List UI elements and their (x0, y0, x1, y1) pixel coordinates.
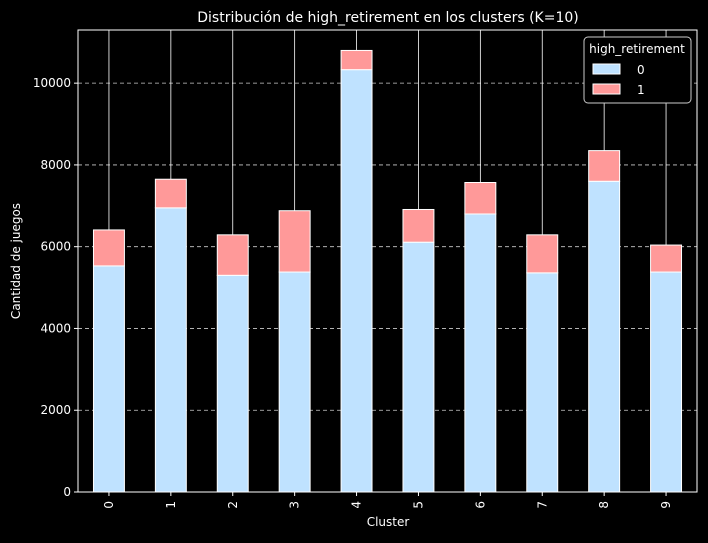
y-axis: 0 2000 4000 6000 8000 10000 (33, 76, 78, 499)
x-tick-label: 5 (411, 501, 425, 509)
legend-swatch-1 (592, 83, 621, 95)
bars-layer (92, 49, 683, 493)
legend-label-0: 0 (637, 63, 645, 77)
x-tick-label: 9 (659, 501, 673, 509)
bar-cluster-0-series-1 (92, 229, 125, 267)
bar-cluster-0-series-0 (92, 265, 125, 493)
bar-cluster-6-series-0 (464, 213, 497, 493)
x-tick-label: 8 (597, 501, 611, 509)
bar-cluster-4-series-0 (340, 69, 373, 493)
y-tick-label: 8000 (40, 158, 71, 172)
x-axis: 0 1 2 3 4 5 6 7 8 9 (102, 492, 673, 509)
x-tick-label: 2 (226, 501, 240, 509)
bar-cluster-7-series-1 (526, 234, 559, 274)
bar-cluster-4-series-1 (340, 49, 373, 71)
bar-cluster-7-series-0 (526, 272, 559, 493)
x-tick-label: 4 (350, 501, 364, 509)
y-tick-label: 0 (63, 485, 71, 499)
legend-items: 01 (592, 63, 645, 97)
x-axis-label: Cluster (367, 515, 410, 529)
bar-cluster-9-series-0 (650, 271, 683, 493)
bar-cluster-2-series-0 (216, 274, 249, 493)
bar-cluster-8-series-0 (588, 180, 621, 493)
x-tick-label: 1 (164, 501, 178, 509)
bar-cluster-5-series-0 (402, 241, 435, 493)
bar-cluster-9-series-1 (650, 244, 683, 273)
y-tick-label: 6000 (40, 240, 71, 254)
legend-swatch-0 (592, 63, 621, 75)
plot-frame (77, 29, 698, 493)
x-tick-label: 7 (535, 501, 549, 509)
y-tick-label: 2000 (40, 403, 71, 417)
x-tick-label: 3 (288, 501, 302, 509)
bar-cluster-3-series-0 (278, 271, 311, 493)
bar-cluster-6-series-1 (464, 182, 497, 215)
x-tick-label: 0 (102, 501, 116, 509)
legend-label-1: 1 (637, 83, 645, 97)
y-tick-label: 4000 (40, 321, 71, 335)
bar-cluster-3-series-1 (278, 210, 311, 273)
bar-cluster-8-series-1 (588, 150, 621, 182)
bar-cluster-1-series-0 (154, 207, 187, 493)
legend-title: high_retirement (589, 42, 685, 56)
chart-title: Distribución de high_retirement en los c… (197, 10, 579, 26)
y-tick-label: 10000 (33, 76, 71, 90)
y-axis-label: Cantidad de juegos (9, 203, 23, 319)
x-tick-label: 6 (473, 501, 487, 509)
legend: high_retirement 01 (583, 36, 692, 104)
bar-cluster-5-series-1 (402, 208, 435, 243)
bar-cluster-2-series-1 (216, 234, 249, 276)
bar-cluster-1-series-1 (154, 178, 187, 209)
